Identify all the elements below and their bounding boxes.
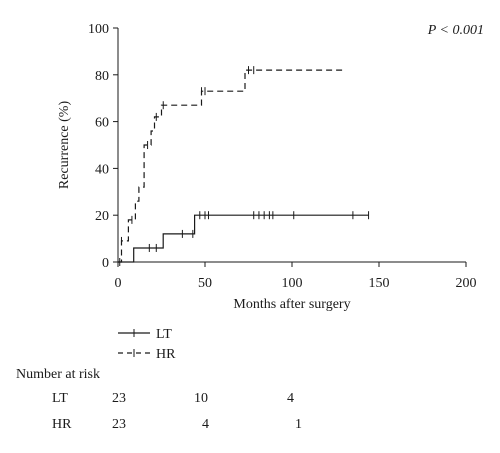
x-ticks: 0 50 100 150 200 [115,262,477,291]
x-tick-label: 200 [456,276,477,291]
series-line-hr [118,69,345,263]
risk-value: 4 [202,417,209,432]
risk-table-title: Number at risk [16,367,100,382]
y-tick-label: 20 [95,209,109,224]
legend: LT HR [118,327,176,362]
risk-value: 23 [112,417,126,432]
x-tick-label: 0 [115,276,122,291]
legend-label-lt: LT [156,327,172,342]
risk-value: 10 [194,391,208,406]
y-axis-label: Recurrence (%) [57,101,72,190]
y-tick-label: 100 [88,22,109,37]
legend-label-hr: HR [156,347,176,362]
risk-value: 4 [287,391,294,406]
p-value-annotation: P < 0.001 [427,23,484,38]
risk-value: 23 [112,391,126,406]
x-tick-label: 150 [369,276,390,291]
risk-row-label-hr: HR [52,417,72,432]
x-tick-label: 50 [198,276,212,291]
y-tick-label: 60 [95,116,109,131]
y-tick-label: 80 [95,69,109,84]
series-line-lt [118,214,369,263]
x-axis-label: Months after surgery [233,297,350,312]
y-tick-label: 40 [95,162,109,177]
y-ticks: 0 20 40 60 80 100 [88,22,118,271]
x-tick-label: 100 [282,276,303,291]
risk-row-label-lt: LT [52,391,68,406]
y-tick-label: 0 [102,256,109,271]
risk-value: 1 [295,417,302,432]
series-layer [118,66,370,266]
